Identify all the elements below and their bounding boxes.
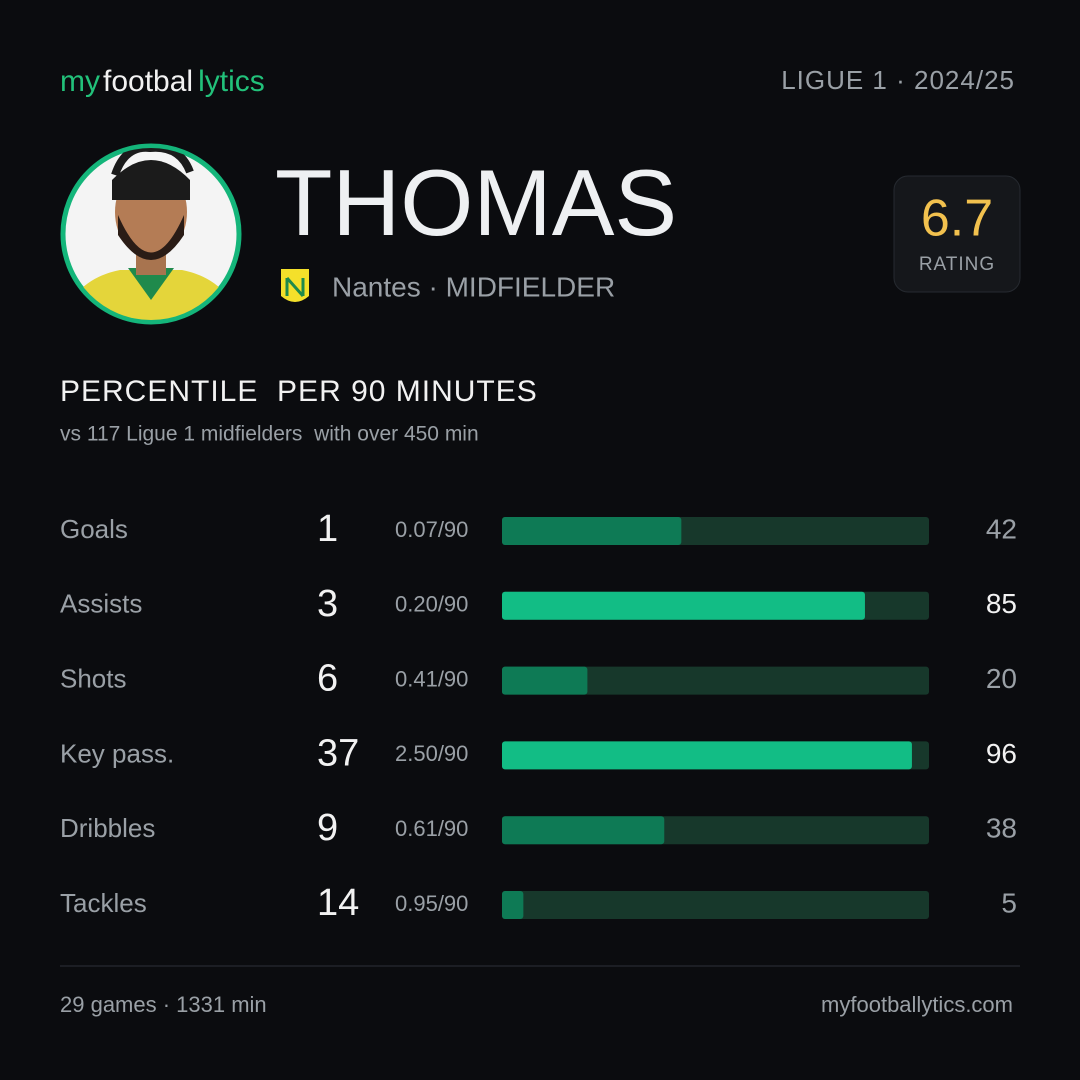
stat-per90: 0.61/90	[395, 816, 468, 841]
rating-value: 6.7	[921, 190, 993, 248]
bar-track	[502, 891, 929, 919]
percentile-value: 38	[986, 813, 1017, 844]
stat-per90: 0.95/90	[395, 891, 468, 916]
stat-total: 1	[317, 508, 338, 550]
brand-part: lytics	[198, 65, 265, 98]
stat-total: 37	[317, 732, 359, 774]
league: LIGUE 1 · 2024/25	[781, 65, 1015, 95]
section-title: PERCENTILE PER 90 MINUTES	[60, 375, 538, 408]
bar-track	[502, 666, 929, 695]
bar	[502, 666, 588, 695]
stat-label: Goals	[60, 514, 128, 544]
percentile-value: 85	[986, 588, 1017, 619]
stat-per90: 2.50/90	[395, 741, 468, 766]
stat-label: Dribbles	[60, 813, 155, 843]
section-subtitle: vs 117 Ligue 1 midfielders with over 450…	[60, 423, 479, 446]
player-photo	[60, 143, 242, 325]
stat-per90: 0.41/90	[395, 666, 468, 691]
player-subtitle: Nantes · MIDFIELDER	[332, 271, 615, 302]
stat-rows: Goals 1 0.07/90 42 Assists 3 0.20/90 85 Shots 6 0.…	[60, 508, 1017, 924]
stat-total: 6	[317, 658, 338, 700]
brand-part: my	[60, 65, 100, 98]
brand-part: footbal	[103, 65, 193, 98]
bar	[502, 741, 912, 770]
stat-total: 3	[317, 583, 338, 625]
bar	[502, 816, 665, 845]
bar	[502, 891, 524, 919]
percentile-value: 5	[1001, 887, 1017, 918]
percentile-value: 42	[986, 513, 1017, 544]
stat-label: Shots	[60, 663, 127, 693]
stat-total: 9	[317, 807, 338, 849]
footer-site: myfootballytics.com	[821, 992, 1013, 1017]
percentile-value: 20	[986, 663, 1017, 694]
rating-box	[893, 175, 1021, 293]
player-name: THOMAS	[275, 150, 677, 255]
percentile-value: 96	[986, 738, 1017, 769]
stat-per90: 0.07/90	[395, 517, 468, 542]
stat-label: Key pass.	[60, 738, 174, 768]
bar	[502, 517, 682, 545]
stat-label: Tackles	[60, 888, 147, 918]
footer-summary: 29 games · 1331 min	[60, 992, 267, 1017]
club-crest	[281, 269, 309, 302]
stat-per90: 0.20/90	[395, 592, 468, 617]
bar	[502, 591, 865, 620]
stat-label: Assists	[60, 589, 142, 619]
rating-label: RATING	[919, 254, 995, 275]
brand: my footbal lytics	[60, 65, 265, 98]
stat-total: 14	[317, 882, 359, 924]
